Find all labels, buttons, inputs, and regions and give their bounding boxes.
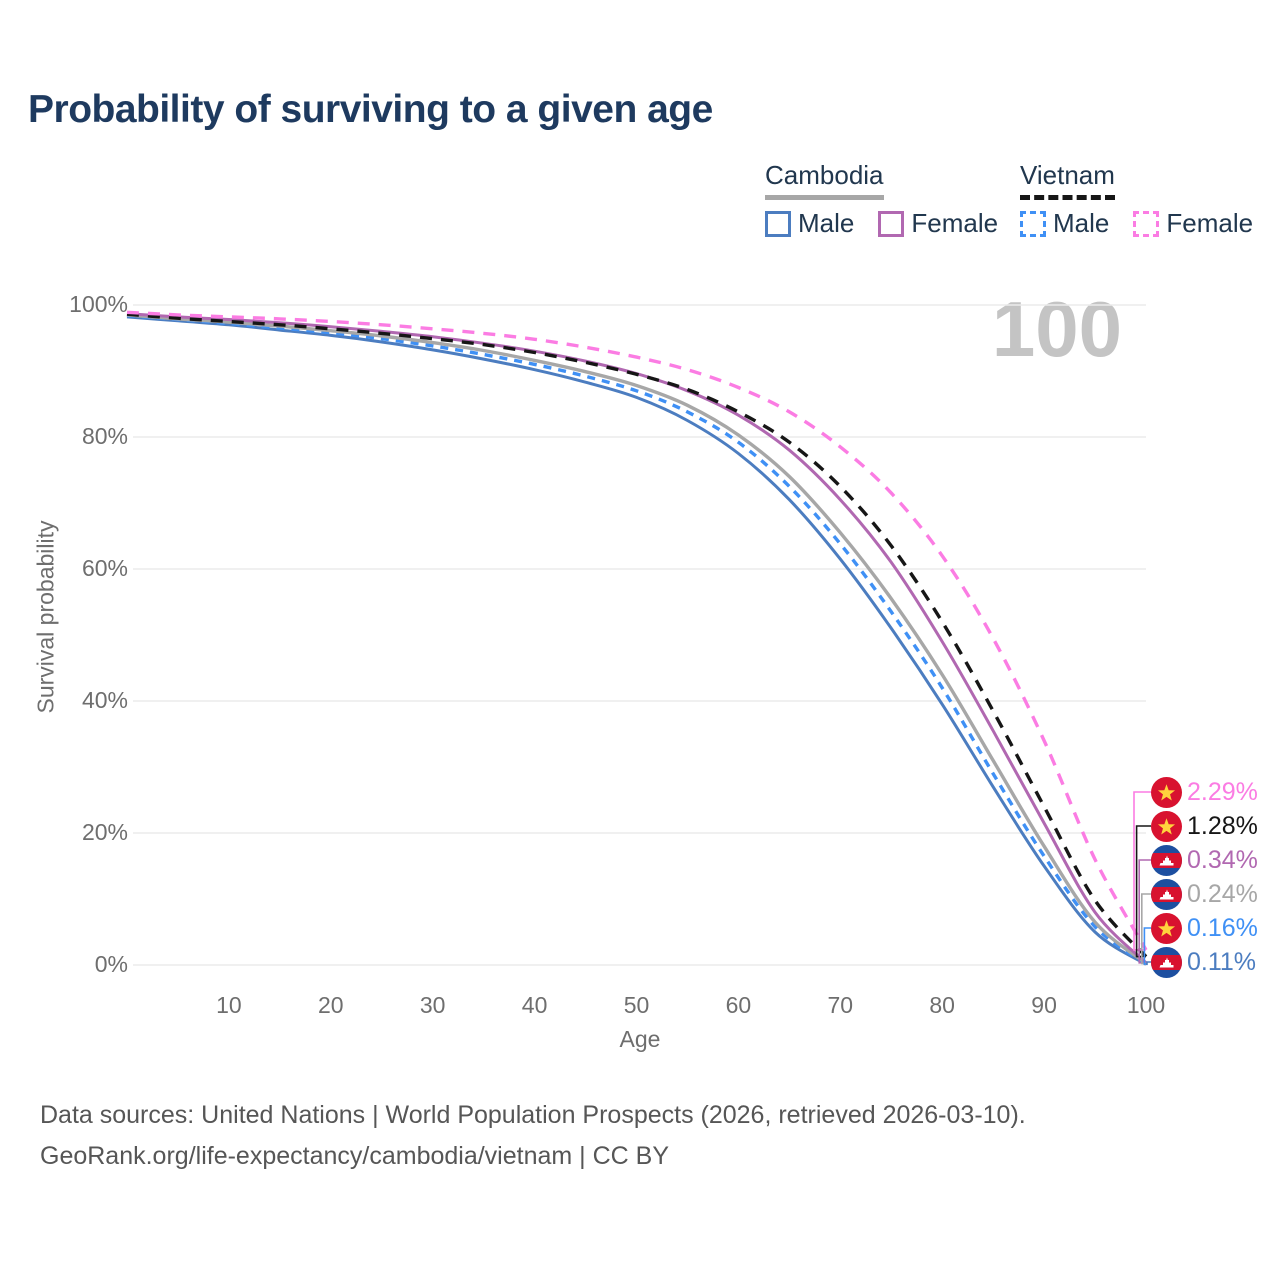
footer-attribution: Data sources: United Nations | World Pop… (40, 1095, 1026, 1177)
end-label-connector-vietnam-total (1135, 825, 1151, 958)
curve-vietnam-male (126, 313, 1148, 966)
x-tick-label: 40 (521, 992, 548, 1018)
x-axis-title: Age (619, 1026, 661, 1052)
curve-cambodia-female (126, 312, 1148, 964)
y-tick-label: 80% (81, 423, 128, 449)
end-label-connector-vietnam-female (1133, 791, 1151, 951)
y-axis-title: Survival probability (32, 520, 59, 714)
curve-cambodia-male (126, 315, 1147, 966)
footer-data-sources: Data sources: United Nations | World Pop… (40, 1101, 1026, 1129)
legend-group-cambodia: Cambodia Male Female (765, 160, 998, 239)
legend-item-cambodia-male[interactable]: Male (765, 208, 854, 239)
page-title: Probability of surviving to a given age (28, 88, 713, 131)
cambodia-female-swatch-icon (878, 210, 905, 237)
end-label-row-vietnam-total: 1.28% (1151, 810, 1258, 842)
end-label-row-cambodia-total: 0.24% (1151, 878, 1258, 910)
vietnam-flag-icon (1151, 912, 1182, 944)
end-label-row-cambodia-female: 0.34% (1151, 844, 1258, 876)
y-tick-label: 40% (81, 687, 128, 713)
x-tick-label: 100 (1126, 992, 1166, 1018)
x-tick-label: 60 (725, 992, 752, 1018)
vietnam-male-swatch-icon (1020, 210, 1046, 237)
end-label-row-vietnam-male: 0.16% (1151, 912, 1258, 944)
end-label-connector-cambodia-total (1141, 893, 1151, 965)
vietnam-flag-icon (1151, 776, 1182, 808)
legend-header-vietnam[interactable]: Vietnam (1020, 160, 1115, 200)
x-tick-label: 70 (827, 992, 854, 1018)
footer-georank-link: GeoRank.org/life-expectancy/cambodia/vie… (40, 1142, 670, 1170)
x-tick-label: 20 (318, 992, 344, 1018)
x-tick-label: 80 (929, 992, 955, 1018)
end-label-value: 0.24% (1187, 879, 1258, 908)
end-label-value: 0.34% (1187, 845, 1258, 874)
cambodia-male-swatch-icon (765, 210, 791, 237)
cambodia-flag-icon (1151, 878, 1182, 910)
end-label-value: 0.16% (1187, 913, 1258, 942)
end-label-value: 2.29% (1187, 777, 1258, 806)
x-tick-label: 50 (623, 992, 650, 1018)
legend-header-cambodia[interactable]: Cambodia (765, 160, 884, 200)
end-label-value: 0.11% (1187, 947, 1257, 976)
legend-item-label: Male (798, 208, 855, 238)
y-tick-label: 0% (94, 951, 128, 977)
curve-vietnam-female (126, 310, 1148, 951)
vietnam-flag-icon (1151, 810, 1182, 842)
legend-item-label: Female (911, 208, 999, 238)
x-tick-label: 90 (1031, 992, 1057, 1018)
legend-item-vietnam-male[interactable]: Male (1020, 208, 1109, 239)
end-label-connector-cambodia-female (1138, 859, 1151, 964)
curve-cambodia-total (126, 313, 1148, 965)
legend-group-vietnam: Vietnam Male Female (1020, 160, 1253, 239)
y-tick-label: 60% (81, 555, 128, 581)
end-label-connector-vietnam-male (1143, 927, 1151, 965)
legend-item-label: Male (1053, 208, 1110, 238)
end-label-row-cambodia-male: 0.11% (1151, 946, 1257, 978)
watermark-age-counter: 100 (991, 285, 1122, 373)
end-label-value: 1.28% (1187, 811, 1258, 840)
cambodia-flag-icon (1151, 946, 1182, 978)
curve-vietnam-total (126, 312, 1148, 958)
vietnam-female-swatch-icon (1133, 210, 1160, 237)
y-tick-label: 20% (81, 819, 128, 845)
cambodia-flag-icon (1151, 844, 1182, 876)
x-tick-label: 10 (216, 992, 242, 1018)
end-label-row-vietnam-female: 2.29% (1151, 776, 1258, 808)
legend-item-vietnam-female[interactable]: Female (1133, 208, 1253, 239)
x-tick-label: 30 (419, 992, 446, 1018)
y-tick-label: 100% (69, 291, 128, 317)
legend-item-cambodia-female[interactable]: Female (878, 208, 998, 239)
legend-item-label: Female (1166, 208, 1254, 238)
